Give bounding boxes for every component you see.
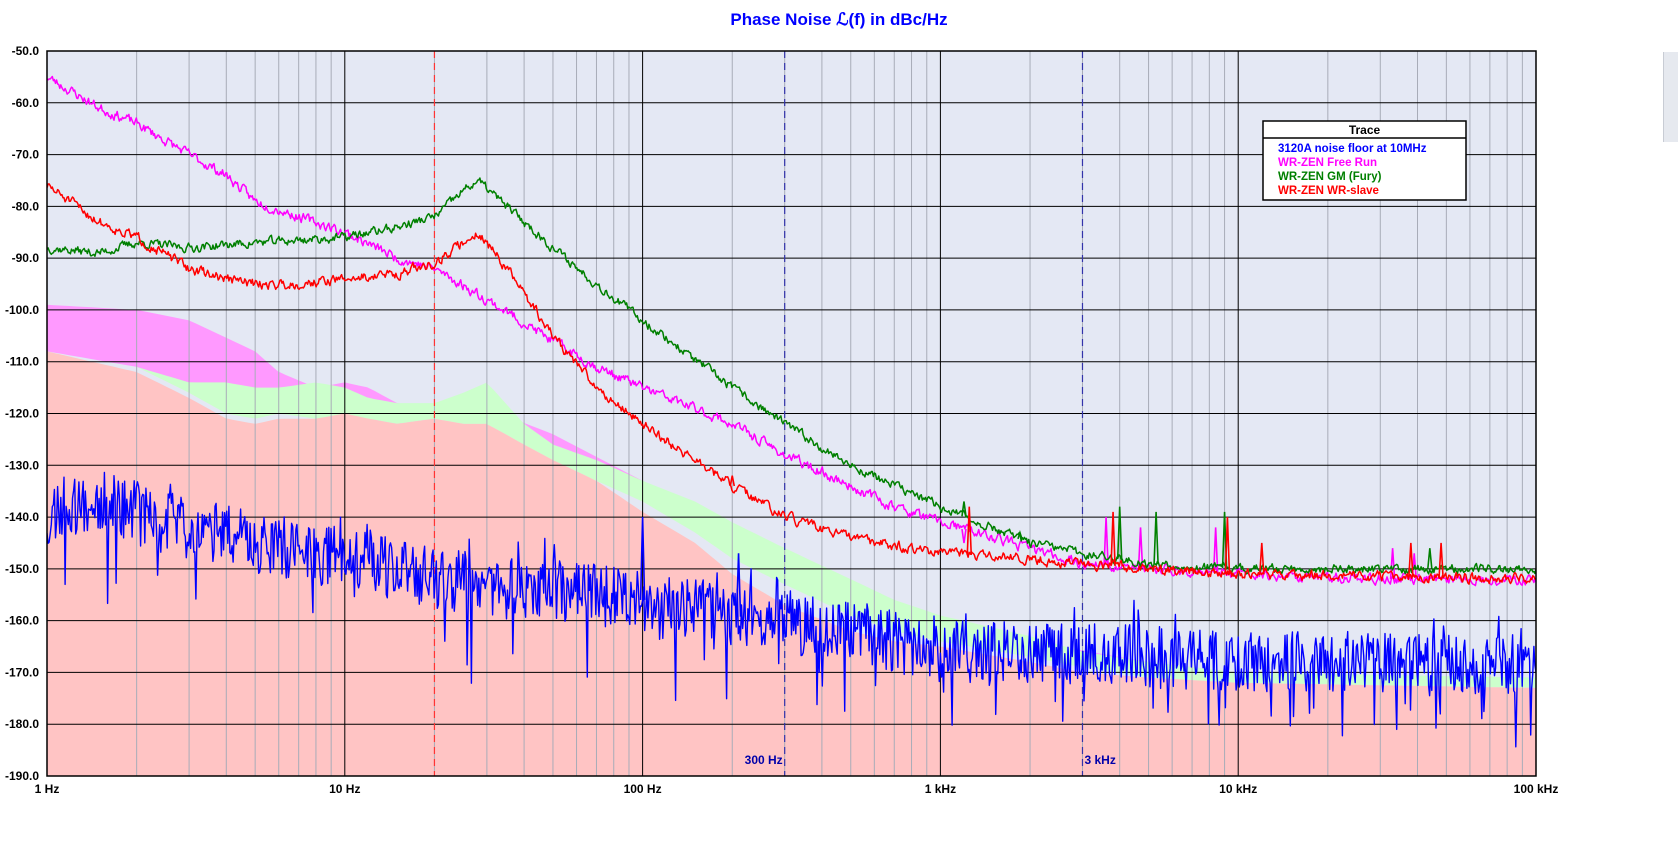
spur-1-2 <box>1137 527 1144 569</box>
y-tick-label: -180.0 <box>5 717 39 731</box>
legend-entry: WR-ZEN WR-slave <box>1278 185 1379 197</box>
legend-title: Trace <box>1349 123 1381 137</box>
scrollbar-thumb[interactable] <box>1663 52 1678 142</box>
band-2 <box>47 351 1536 776</box>
y-tick-label: -160.0 <box>5 614 39 628</box>
legend-entry: 3120A noise floor at 10MHz <box>1278 143 1427 155</box>
y-tick-label: -60.0 <box>12 96 40 110</box>
y-axis-ticks: -50.0 -60.0 -70.0 -80.0 -90.0 -100.0 -110.0 -12… <box>5 44 39 783</box>
spur-0-1 <box>735 553 742 617</box>
y-tick-label: -100.0 <box>5 303 39 317</box>
legend-entry: WR-ZEN GM (Fury) <box>1278 171 1382 183</box>
series-line-3 <box>47 183 1536 585</box>
y-tick-label: -50.0 <box>12 44 40 58</box>
spur-3-1 <box>966 506 973 556</box>
legend[interactable]: Trace 3120A noise floor at 10MHz WR-ZEN F… <box>1262 120 1467 201</box>
marker-label-1: 300 Hz <box>745 753 783 767</box>
spur-2-0 <box>961 501 967 517</box>
series-lines <box>47 75 1536 748</box>
spur-1-0 <box>961 528 967 544</box>
y-tick-label: -80.0 <box>12 199 40 213</box>
band-0 <box>47 304 1536 688</box>
y-tick-label: -190.0 <box>5 769 39 783</box>
marker-label-2: 3 kHz <box>1084 753 1115 767</box>
x-tick-label: 100 kHz <box>1514 782 1559 796</box>
plot-frame <box>46 50 1537 777</box>
y-tick-label: -70.0 <box>12 148 40 162</box>
x-axis-ticks: 1 Hz 10 Hz 100 Hz 1 kHz 10 kHz 100 kHz <box>35 782 1559 796</box>
legend-entry: WR-ZEN Free Run <box>1278 157 1377 169</box>
spur-3-2 <box>1110 511 1116 567</box>
spur-2-3 <box>1153 511 1159 565</box>
y-tick-label: -140.0 <box>5 510 39 524</box>
x-tick-label: 10 kHz <box>1219 782 1257 796</box>
y-tick-label: -90.0 <box>12 251 40 265</box>
spur-3-6 <box>1438 542 1444 578</box>
spur-2-5 <box>1427 548 1433 569</box>
x-tick-label: 1 kHz <box>925 782 956 796</box>
y-tick-label: -170.0 <box>5 665 39 679</box>
spur-2-2 <box>1116 506 1123 560</box>
legend-entries: 3120A noise floor at 10MHz WR-ZEN Free Ru… <box>1278 143 1427 197</box>
confidence-bands <box>47 304 1536 776</box>
spur-1-4 <box>1389 548 1396 580</box>
spur-2-1 <box>1017 529 1023 540</box>
spur-1-1 <box>1103 517 1109 566</box>
legend-box <box>1262 120 1467 201</box>
x-tick-label: 100 Hz <box>624 782 662 796</box>
spur-0-0 <box>639 517 646 600</box>
series-line-2 <box>47 177 1536 575</box>
spur-3-5 <box>1408 542 1414 578</box>
spur-3-0 <box>729 475 736 487</box>
spur-3-3 <box>1224 517 1231 574</box>
series-line-0 <box>47 471 1536 748</box>
band-1 <box>47 351 1536 688</box>
y-tick-label: -130.0 <box>5 458 39 472</box>
spur-1-3 <box>1212 527 1219 573</box>
y-tick-label: -150.0 <box>5 562 39 576</box>
x-tick-label: 1 Hz <box>35 782 60 796</box>
y-tick-label: -110.0 <box>6 355 40 369</box>
x-tick-label: 10 Hz <box>329 782 360 796</box>
y-tick-label: -120.0 <box>5 407 39 421</box>
chart-title: Phase Noise ℒ(f) in dBc/Hz <box>730 10 947 29</box>
spur-3-4 <box>1258 542 1265 575</box>
